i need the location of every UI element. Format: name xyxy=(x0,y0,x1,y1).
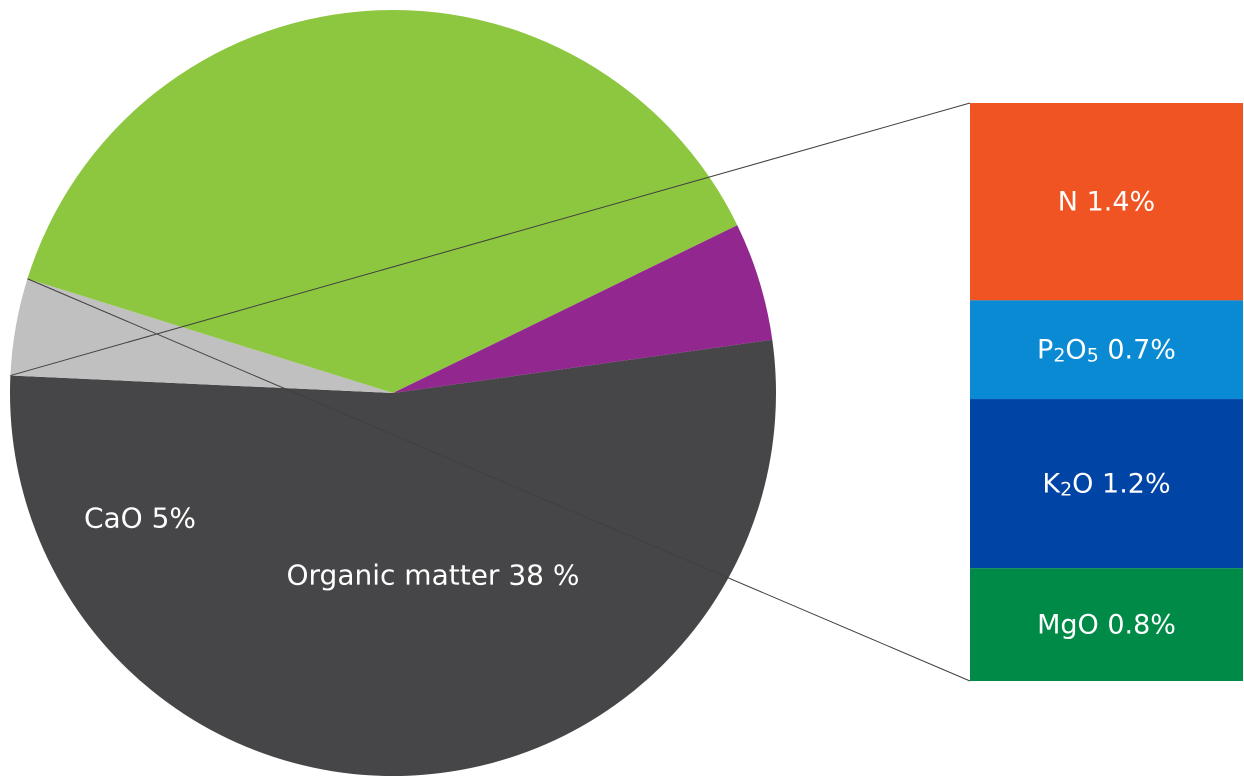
bar-segment-n-1-4 xyxy=(970,103,1243,301)
pie-label-cao: CaO 5% xyxy=(84,502,196,535)
bar-segment-mgo-0-8 xyxy=(970,568,1243,681)
connector-line-top xyxy=(10,102,971,377)
pie-group: Mineral fraction 53%Organic matter 38 %C… xyxy=(10,10,777,777)
breakdown-bar: N 1.4% P2O5 0.7% K2O 1.2% MgO 0.8% xyxy=(970,103,1243,681)
pie-label-organic-matter: Organic matter 38 % xyxy=(287,559,580,592)
bar-segment-p2o5-0-7 xyxy=(970,300,1243,400)
connector-line-bottom xyxy=(27,278,971,682)
pie-slice-cao xyxy=(393,225,773,393)
pie-slice-mineral-fraction xyxy=(10,339,777,777)
pie-slice-organic-matter xyxy=(27,10,738,394)
bar-segment-k2o-1-2 xyxy=(970,399,1243,569)
bar-label-k2o-1-2: K2O 1.2% xyxy=(1042,468,1170,501)
bar-label-mgo-0-8: MgO 0.8% xyxy=(1037,609,1176,640)
bar-label-p2o5-0-7: P2O5 0.7% xyxy=(1037,334,1176,367)
bar-label-n-1-4: N 1.4% xyxy=(1058,186,1155,217)
pie-slice-nutrients xyxy=(10,278,394,393)
connector-lines xyxy=(10,102,971,682)
